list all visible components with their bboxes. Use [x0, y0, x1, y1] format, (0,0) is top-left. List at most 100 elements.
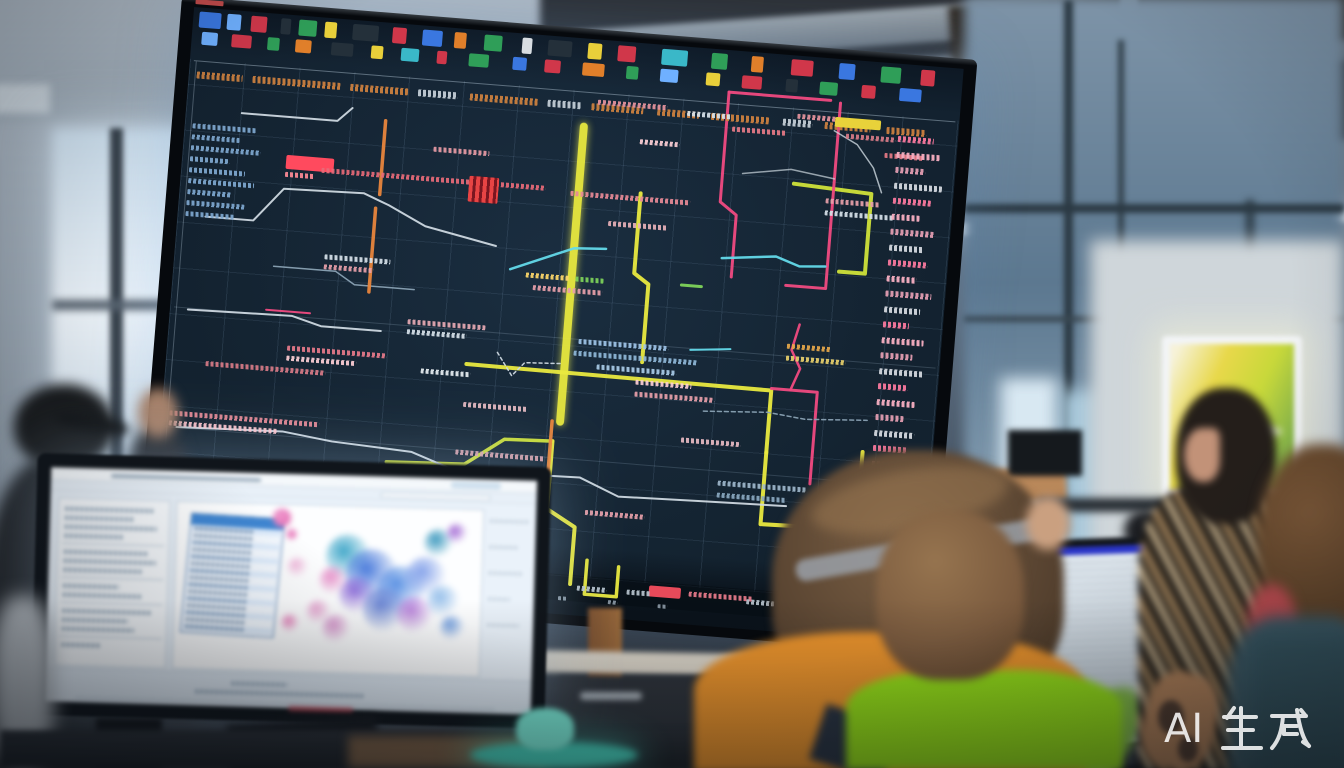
metro-line: [464, 361, 774, 455]
toolbar-chip: [625, 65, 639, 80]
toolbar-chip: [298, 19, 318, 37]
toolbar-chip: [201, 31, 219, 46]
boy-green-head: [876, 510, 1024, 680]
toolbar-chip: [226, 13, 242, 31]
document-text-line: [63, 549, 149, 556]
metro-line: [582, 558, 621, 599]
background-monitor-back: [1008, 430, 1082, 476]
toolbar-chip: [741, 75, 763, 90]
toolbar-chip: [330, 42, 354, 57]
axis-tick: [557, 596, 569, 601]
document-text-line: [64, 515, 135, 522]
metro-line: [720, 255, 827, 268]
document-text-line: [63, 583, 120, 590]
protein-blob: [321, 613, 351, 643]
metro-line: [377, 118, 388, 197]
toolbar-chip: [750, 55, 764, 73]
protein-blob: [439, 615, 465, 640]
metro-line: [702, 410, 868, 422]
toolbar-chip: [294, 39, 312, 54]
protein-blob: [280, 613, 300, 633]
section-divider: [61, 576, 164, 581]
metro-line: [272, 265, 415, 291]
document-text-line: [62, 617, 129, 624]
girl-hand: [1026, 496, 1070, 550]
section-divider: [59, 635, 162, 640]
metro-line: [556, 122, 588, 426]
toolbar-chip: [231, 34, 253, 49]
background-person-head: [138, 388, 178, 438]
toolbar-chip: [861, 84, 877, 99]
toolbar-chip: [710, 52, 729, 70]
sidebar-line: [487, 623, 520, 628]
metro-line: [240, 107, 354, 122]
metro-line: [718, 90, 738, 279]
toolbar-chip: [587, 42, 603, 60]
protein-structure-figure: [280, 507, 484, 676]
footer-text: [195, 689, 366, 699]
toolbar-chip: [547, 39, 573, 58]
toolbar-chip: [324, 21, 338, 39]
section-divider: [60, 601, 163, 606]
toolbar-chip: [280, 18, 292, 35]
qr-code-block: [467, 175, 500, 204]
axis-tick: [657, 604, 668, 609]
document-text-line: [61, 626, 134, 633]
toolbar-chip: [453, 32, 467, 49]
metro-line: [508, 247, 608, 271]
metro-line: [498, 472, 788, 508]
toolbar-chip: [705, 72, 721, 87]
corner-person-blur: [1252, 636, 1344, 768]
toolbar-chip: [468, 53, 490, 68]
window-mullion: [1064, 0, 1073, 560]
document-text-line: [62, 608, 153, 616]
arm-tattoo-2: [1178, 736, 1198, 762]
sidebar-line: [488, 571, 524, 576]
arm-tattoo: [1158, 700, 1184, 734]
toolbar-chip: [198, 11, 222, 30]
metro-line: [679, 283, 703, 289]
metro-line: [689, 348, 732, 351]
metro-line: [367, 206, 378, 294]
bezel-reflection: [288, 705, 353, 713]
toolbar-chip: [617, 45, 637, 63]
toolbar-chip: [880, 66, 902, 84]
ceiling-light-small: [0, 84, 50, 114]
toolbar-chip: [819, 81, 839, 96]
sidebar-line: [489, 519, 529, 524]
metro-line: [186, 308, 382, 333]
toolbar-chip: [436, 50, 448, 65]
document-text-panel: [53, 497, 171, 669]
metro-line: [769, 387, 819, 486]
table-cell-text: [185, 624, 246, 632]
toolbar-chip: [421, 29, 444, 47]
footer-text: [231, 681, 288, 687]
toolbar-chip: [370, 45, 384, 60]
toolbar-chip: [838, 62, 856, 81]
data-table: [179, 512, 286, 639]
sidebar-line: [489, 545, 517, 550]
toolbar-chip: [785, 78, 799, 93]
svg-text:AI: AI: [1164, 706, 1203, 752]
teacher-face: [1184, 428, 1220, 482]
metro-line: [784, 101, 843, 291]
ai-generated-watermark: AI: [1164, 706, 1311, 752]
toolbar-chip: [898, 87, 922, 103]
protein-blob: [287, 556, 308, 578]
sidebar-line: [487, 597, 510, 602]
toolbar-chip: [512, 56, 528, 71]
document-figure-panel: [171, 500, 485, 678]
metro-line: [727, 90, 833, 102]
boy-green-shirt: [846, 670, 1122, 768]
metro-line: [265, 308, 311, 315]
protein-blob: [446, 523, 467, 544]
window-left-band: [52, 300, 184, 310]
toolbar-chip: [352, 23, 380, 42]
document-text-line: [64, 533, 125, 540]
toolbar-chip: [483, 34, 503, 52]
axis-tick: [607, 600, 618, 605]
document-text-line: [63, 558, 156, 566]
toolbar-chip: [661, 48, 689, 67]
document-text-line: [61, 642, 102, 648]
